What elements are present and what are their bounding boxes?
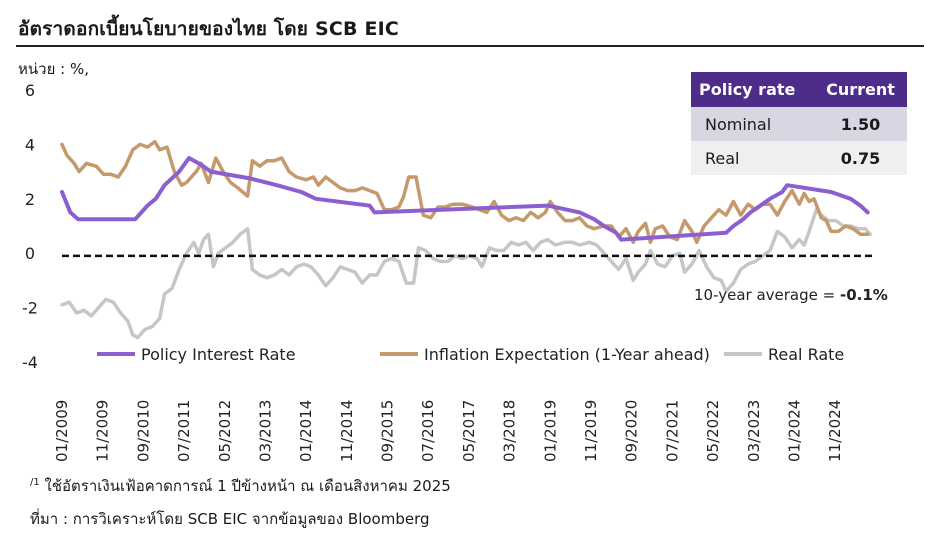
policy-rate-table: Policy rate Current Nominal 1.50 Real 0.… <box>691 72 907 175</box>
chart-title: อัตราดอกเบี้ยนโยบายของไทย โดย SCB EIC <box>18 18 400 40</box>
x-tick-label: 05/2017 <box>460 400 478 462</box>
legend-item-real-rate-label: Real Rate <box>768 345 844 364</box>
table-cell-value: 1.50 <box>814 107 907 141</box>
source-note: ที่มา : การวิเคราะห์โดย SCB EIC จากข้อมู… <box>30 510 430 528</box>
x-tick-label: 01/2014 <box>297 400 315 462</box>
unit-label: หน่วย : %, <box>18 60 89 78</box>
real-rate-line <box>60 207 872 340</box>
x-tick-label: 11/2009 <box>94 400 112 462</box>
x-tick-label: 11/2014 <box>338 400 356 462</box>
table-row-real: Real 0.75 <box>691 141 907 175</box>
table-cell-value: 0.75 <box>814 141 907 175</box>
y-tick-label: 0 <box>25 244 35 263</box>
y-tick-label: -4 <box>22 353 38 372</box>
x-tick-label: 03/2023 <box>745 400 763 462</box>
x-tick-label: 05/2022 <box>704 400 722 462</box>
x-tick-label: 01/2019 <box>541 400 559 462</box>
average-annotation: 10-year average = -0.1% <box>694 286 888 304</box>
legend-item-policy-rate-label: Policy Interest Rate <box>141 345 296 364</box>
x-tick-label: 01/2024 <box>785 400 803 462</box>
legend-item-inflation-expectation-label: Inflation Expectation (1-Year ahead) <box>424 345 710 364</box>
x-tick-label: 07/2011 <box>175 400 193 462</box>
table-header-policy-rate: Policy rate <box>691 72 815 107</box>
x-tick-label: 09/2020 <box>623 400 641 462</box>
x-tick-label: 05/2012 <box>216 400 234 462</box>
y-tick-label: 4 <box>25 135 35 154</box>
x-tick-label: 03/2018 <box>501 400 519 462</box>
line-chart: -4 -2 0 2 4 6 01/2009 11/2009 09/2010 07/2011 05/2… <box>22 81 888 462</box>
table-cell-label: Real <box>691 141 815 175</box>
x-tick-label: 09/2010 <box>134 400 152 462</box>
table-header-row: Policy rate Current <box>691 72 907 107</box>
y-tick-label: 2 <box>25 190 35 209</box>
y-tick-label: -2 <box>22 299 38 318</box>
x-tick-label: 01/2009 <box>53 400 71 462</box>
table-row-nominal: Nominal 1.50 <box>691 107 907 141</box>
footnote-text: ใช้อัตราเงินเฟ้อคาดการณ์ 1 ปีข้างหน้า ณ … <box>39 477 451 495</box>
footnote-marker: /1 <box>30 477 40 488</box>
x-tick-label: 09/2015 <box>379 400 397 462</box>
title-divider <box>16 45 924 47</box>
policy-rate-line <box>60 156 870 242</box>
x-tick-label: 11/2019 <box>582 400 600 462</box>
x-tick-label: 11/2024 <box>826 400 844 462</box>
table-header-current: Current <box>814 72 907 107</box>
x-tick-label: 03/2013 <box>256 400 274 462</box>
footnote: /1 ใช้อัตราเงินเฟ้อคาดการณ์ 1 ปีข้างหน้า… <box>30 474 451 498</box>
table-cell-label: Nominal <box>691 107 815 141</box>
x-tick-label: 07/2016 <box>419 400 437 462</box>
x-tick-label: 07/2021 <box>663 400 681 462</box>
y-tick-label: 6 <box>25 81 35 100</box>
